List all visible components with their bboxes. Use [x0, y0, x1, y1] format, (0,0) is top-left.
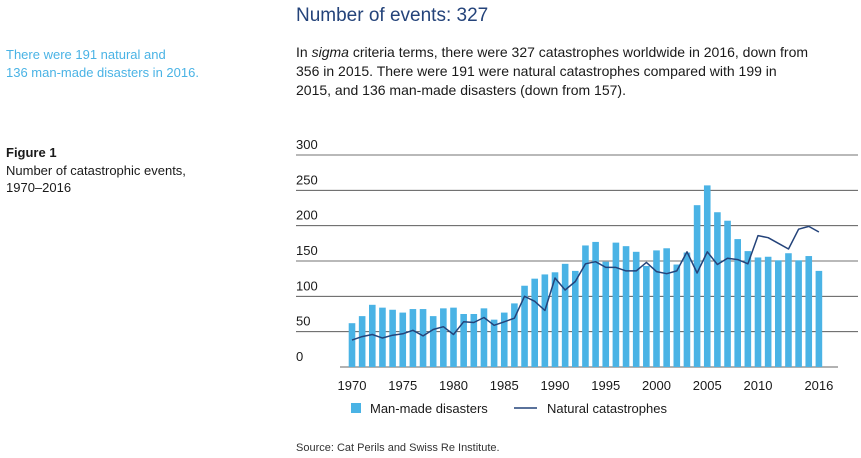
bar-2009 — [744, 251, 752, 367]
bar-2011 — [764, 256, 772, 367]
bar-1980 — [450, 307, 457, 367]
bar-1974 — [389, 309, 396, 367]
bar-2012 — [775, 260, 782, 367]
source-note: Source: Cat Perils and Swiss Re Institut… — [296, 442, 500, 454]
y-tick-label: 300 — [296, 137, 318, 152]
bar-2001 — [663, 248, 670, 367]
legend-swatch-man-made — [351, 403, 361, 413]
y-tick-label: 100 — [296, 278, 318, 293]
figure-caption-line: Number of catastrophic events, — [6, 163, 186, 178]
margin-note: There were 191 natural and 136 man-made … — [6, 46, 236, 82]
legend-label-man-made: Man-made disasters — [370, 401, 488, 416]
x-tick-label: 1985 — [490, 378, 519, 393]
bar-1984 — [490, 319, 498, 367]
bar-1990 — [551, 272, 559, 367]
y-tick-label: 250 — [296, 172, 318, 187]
bar-1992 — [572, 270, 579, 367]
figure-caption-line: 1970–2016 — [6, 180, 72, 195]
bar-1989 — [541, 274, 549, 367]
bar-1975 — [399, 312, 407, 367]
bar-1983 — [480, 308, 488, 367]
margin-note-line: 136 man-made disasters in 2016. — [6, 65, 199, 80]
x-tick-label: 2005 — [693, 378, 722, 393]
legend-label-natural: Natural catastrophes — [547, 401, 667, 416]
natural-line-group — [351, 225, 820, 341]
y-tick-label: 0 — [296, 349, 303, 364]
bar-2008 — [734, 239, 741, 367]
bar-1978 — [429, 316, 437, 367]
body-line: In sigma criteria terms, there were 327 … — [296, 43, 861, 62]
bar-1996 — [612, 242, 620, 367]
body-paragraph: In sigma criteria terms, there were 327 … — [296, 43, 861, 100]
bar-1991 — [561, 263, 569, 367]
body-text-segment: In — [296, 44, 312, 60]
body-text-segment: criteria terms, there were 327 catastrop… — [348, 44, 809, 60]
x-tick-label: 1970 — [338, 378, 367, 393]
x-tick-label: 2000 — [642, 378, 671, 393]
body-line: 2015, and 136 man-made disasters (down f… — [296, 82, 626, 98]
man-made-bars — [348, 185, 823, 367]
figure-label: Figure 1 — [6, 145, 57, 160]
bar-1994 — [592, 241, 599, 367]
y-axis-ticks: 0 50 100 150 200 250 300 — [296, 137, 318, 364]
x-tick-label: 1995 — [591, 378, 620, 393]
y-tick-label: 150 — [296, 243, 318, 258]
bar-2016 — [815, 270, 823, 367]
bar-2007 — [724, 220, 731, 367]
bar-1979 — [440, 308, 447, 367]
y-tick-label: 200 — [296, 208, 318, 223]
x-tick-label: 1990 — [541, 378, 570, 393]
bar-2014 — [795, 260, 802, 367]
sigma-emphasis: sigma — [311, 44, 349, 60]
x-tick-label: 1980 — [439, 378, 468, 393]
x-tick-label: 2016 — [804, 378, 833, 393]
bar-1986 — [511, 303, 518, 367]
bar-1970 — [348, 323, 356, 367]
bar-2003 — [683, 252, 691, 367]
bar-1977 — [419, 309, 427, 367]
margin-note-line: There were 191 natural and — [6, 47, 166, 62]
section-heading: Number of events: 327 — [296, 5, 489, 26]
body-line: 356 in 2015. There were 191 were natural… — [296, 63, 777, 79]
bar-2010 — [754, 257, 762, 367]
x-tick-label: 1975 — [388, 378, 417, 393]
bar-1999 — [643, 265, 650, 367]
natural-catastrophes-line — [351, 225, 820, 341]
bar-2015 — [805, 256, 813, 367]
bar-2000 — [653, 250, 660, 367]
bar-1976 — [409, 309, 417, 367]
bar-1971 — [358, 316, 366, 367]
bar-1993 — [582, 245, 589, 367]
y-tick-label: 50 — [296, 314, 310, 329]
bar-2002 — [673, 264, 681, 367]
bar-1988 — [531, 278, 538, 367]
x-axis-ticks: 1970 1975 1980 1985 1990 1995 2000 2005 2010 2016 — [338, 378, 834, 393]
bar-1985 — [500, 312, 508, 367]
bar-1981 — [460, 314, 467, 367]
x-tick-label: 2010 — [744, 378, 773, 393]
bar-1972 — [369, 304, 376, 367]
bar-1995 — [602, 261, 610, 367]
chart-legend: Man-made disasters Natural catastrophes — [351, 401, 667, 416]
bar-1987 — [521, 285, 528, 367]
figure-caption: Number of catastrophic events, 1970–2016 — [6, 162, 236, 196]
bar-1982 — [470, 314, 478, 367]
bar-2013 — [785, 253, 792, 367]
bar-2005 — [703, 185, 711, 367]
bar-2006 — [714, 212, 721, 367]
bar-2004 — [693, 205, 701, 367]
bar-1998 — [632, 251, 640, 367]
bar-1997 — [622, 246, 630, 367]
